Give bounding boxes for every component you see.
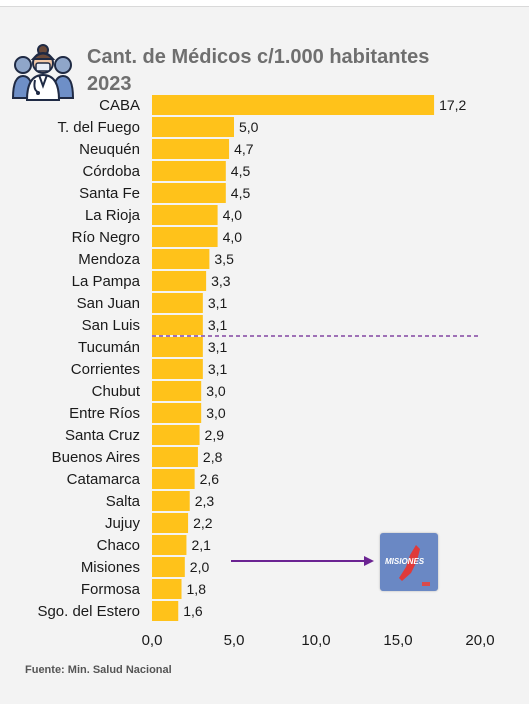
- category-label-buenos-aires: Buenos Aires: [52, 449, 140, 466]
- category-label-misiones: Misiones: [81, 559, 140, 576]
- value-label-santa-cruz: 2,9: [205, 427, 225, 443]
- value-label-la-pampa: 3,3: [211, 273, 231, 289]
- category-label-rio-negro: Río Negro: [72, 229, 140, 246]
- bar-san-luis: [152, 315, 203, 335]
- value-label-corrientes: 3,1: [208, 361, 228, 377]
- misiones-logo-text: MISIONES: [385, 557, 425, 566]
- bar-corrientes: [152, 359, 203, 379]
- bar-mendoza: [152, 249, 210, 269]
- bar-chubut: [152, 381, 202, 401]
- value-label-t-del-fuego: 5,0: [239, 119, 259, 135]
- category-label-catamarca: Catamarca: [67, 471, 141, 488]
- top-bar: [0, 0, 529, 7]
- bar-jujuy: [152, 513, 189, 533]
- category-label-salta: Salta: [106, 493, 141, 510]
- chart-title: Cant. de Médicos c/1.000 habitantes 2023: [87, 44, 517, 98]
- bar-tucuman: [152, 337, 203, 357]
- value-label-san-juan: 3,1: [208, 295, 228, 311]
- highlight-arrow-head: [364, 556, 374, 566]
- x-tick-label: 5,0: [224, 632, 245, 649]
- category-label-santa-fe: Santa Fe: [79, 185, 140, 202]
- category-label-jujuy: Jujuy: [105, 515, 141, 532]
- value-label-buenos-aires: 2,8: [203, 449, 223, 465]
- misiones-logo-icon: MISIONES: [380, 533, 438, 591]
- bar-cordoba: [152, 161, 226, 181]
- value-label-misiones: 2,0: [190, 559, 210, 575]
- x-tick-label: 15,0: [383, 632, 412, 649]
- category-label-formosa: Formosa: [81, 581, 141, 598]
- bar-la-pampa: [152, 271, 207, 291]
- category-label-la-pampa: La Pampa: [72, 273, 141, 290]
- value-label-cordoba: 4,5: [231, 163, 251, 179]
- bar-formosa: [152, 579, 182, 599]
- value-label-mendoza: 3,5: [214, 251, 234, 267]
- value-label-tucuman: 3,1: [208, 339, 228, 355]
- category-label-sgo-del-estero: Sgo. del Estero: [37, 603, 140, 620]
- doctor-group-icon: [12, 44, 74, 101]
- value-label-formosa: 1,8: [187, 581, 207, 597]
- bar-neuquen: [152, 139, 230, 159]
- bar-chaco: [152, 535, 187, 555]
- value-label-salta: 2,3: [195, 493, 215, 509]
- source-note: Fuente: Min. Salud Nacional: [25, 664, 172, 676]
- bar-rio-negro: [152, 227, 218, 247]
- value-label-santa-fe: 4,5: [231, 185, 251, 201]
- category-label-san-juan: San Juan: [77, 295, 140, 312]
- bar-la-rioja: [152, 205, 218, 225]
- bar-santa-cruz: [152, 425, 200, 445]
- value-label-san-luis: 3,1: [208, 317, 228, 333]
- category-label-t-del-fuego: T. del Fuego: [57, 119, 140, 136]
- bar-t-del-fuego: [152, 117, 234, 137]
- category-label-entre-rios: Entre Ríos: [69, 405, 140, 422]
- value-label-neuquen: 4,7: [234, 141, 254, 157]
- value-label-chubut: 3,0: [206, 383, 226, 399]
- bar-misiones: [152, 557, 185, 577]
- category-label-la-rioja: La Rioja: [85, 207, 141, 224]
- x-tick-label: 0,0: [142, 632, 163, 649]
- misiones-logo-graphic: MISIONES: [385, 545, 430, 586]
- category-label-san-luis: San Luis: [82, 317, 140, 334]
- value-label-jujuy: 2,2: [193, 515, 213, 531]
- category-label-chaco: Chaco: [97, 537, 140, 554]
- category-label-tucuman: Tucumán: [78, 339, 140, 356]
- value-label-sgo-del-estero: 1,6: [183, 603, 203, 619]
- bar-entre-rios: [152, 403, 202, 423]
- category-label-corrientes: Corrientes: [71, 361, 140, 378]
- bar-santa-fe: [152, 183, 226, 203]
- category-label-mendoza: Mendoza: [78, 251, 140, 268]
- bar-salta: [152, 491, 190, 511]
- value-label-la-rioja: 4,0: [223, 207, 243, 223]
- chart-title-line2: 2023: [87, 73, 132, 95]
- category-label-caba: CABA: [99, 97, 140, 114]
- bar-caba: [152, 95, 435, 115]
- bar-catamarca: [152, 469, 195, 489]
- value-label-rio-negro: 4,0: [223, 229, 243, 245]
- category-label-cordoba: Córdoba: [82, 163, 140, 180]
- chart-title-line1: Cant. de Médicos c/1.000 habitantes: [87, 46, 430, 68]
- category-label-santa-cruz: Santa Cruz: [65, 427, 140, 444]
- bar-buenos-aires: [152, 447, 198, 467]
- bar-sgo-del-estero: [152, 601, 179, 621]
- bar-san-juan: [152, 293, 203, 313]
- category-label-neuquen: Neuquén: [79, 141, 140, 158]
- value-label-entre-rios: 3,0: [206, 405, 226, 421]
- category-label-chubut: Chubut: [92, 383, 141, 400]
- value-label-chaco: 2,1: [191, 537, 211, 553]
- x-tick-label: 10,0: [301, 632, 330, 649]
- x-tick-label: 20,0: [465, 632, 494, 649]
- value-label-catamarca: 2,6: [200, 471, 220, 487]
- value-label-caba: 17,2: [439, 97, 466, 113]
